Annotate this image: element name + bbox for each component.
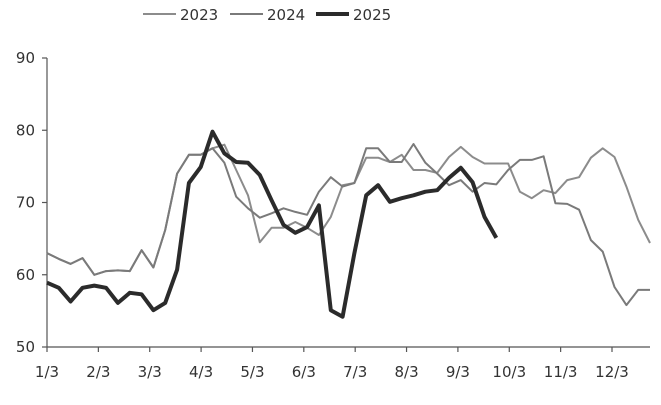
x-tick-label: 1/3 xyxy=(35,363,59,381)
x-tick-label: 3/3 xyxy=(138,363,162,381)
axes: 50 60 70 80 90 1/3 2/3 3/3 4/3 5/3 6/3 7/3 8/3 9/3 10/… xyxy=(16,49,650,381)
legend: 2023 2024 2025 xyxy=(143,6,391,24)
x-tick-label: 8/3 xyxy=(394,363,418,381)
x-tick-label: 6/3 xyxy=(292,363,316,381)
x-tick-label: 2/3 xyxy=(86,363,110,381)
series-line-2025 xyxy=(46,129,499,319)
y-tick-label: 70 xyxy=(16,194,35,212)
y-tick-label: 80 xyxy=(16,121,35,139)
y-tick-label: 50 xyxy=(16,338,35,356)
y-tick-label: 90 xyxy=(16,49,35,67)
x-tick-label: 12/3 xyxy=(595,363,629,381)
x-tick-label: 10/3 xyxy=(492,363,526,381)
y-tick-label: 60 xyxy=(16,266,35,284)
x-tick-label: 7/3 xyxy=(343,363,367,381)
x-tick-label: 5/3 xyxy=(240,363,264,381)
x-tick-label: 11/3 xyxy=(544,363,578,381)
series-lines xyxy=(46,129,651,319)
legend-label: 2025 xyxy=(353,6,391,24)
series-line-2023 xyxy=(46,143,651,276)
legend-label: 2024 xyxy=(267,6,305,24)
series-line-2024 xyxy=(46,143,650,307)
x-tick-label: 9/3 xyxy=(446,363,470,381)
x-tick-label: 4/3 xyxy=(189,363,213,381)
legend-label: 2023 xyxy=(180,6,218,24)
